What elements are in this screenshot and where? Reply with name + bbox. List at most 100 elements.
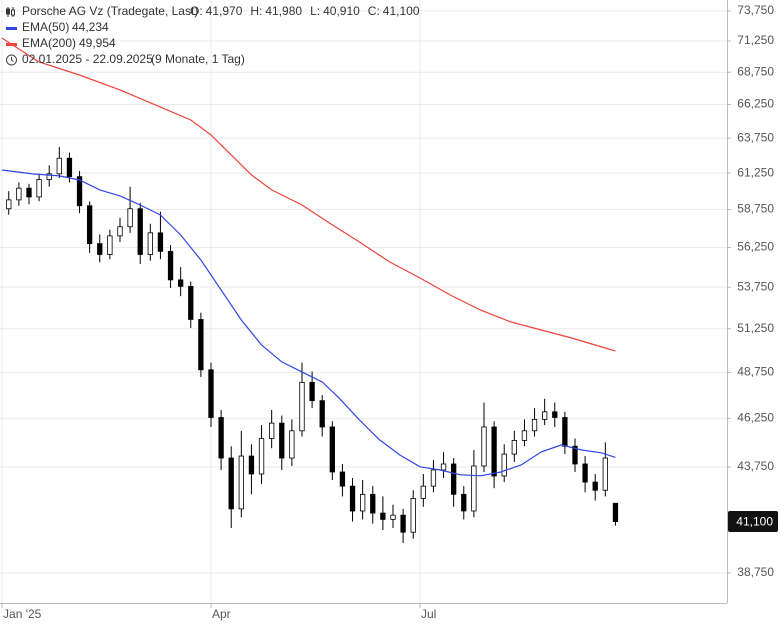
candle <box>228 446 234 528</box>
candle <box>410 490 416 539</box>
axes: 73,750 71,250 68,750 66,250 63,750 61,250 58,7… <box>1 3 778 621</box>
legend: Porsche AG Vz (Tradegate, Last) O: 41,970… <box>6 4 420 66</box>
candle-body <box>380 512 386 520</box>
candle <box>531 408 538 437</box>
candle <box>198 312 204 377</box>
candle <box>319 395 325 437</box>
y-tick-label: 66,250 <box>737 97 774 111</box>
candle-icon <box>6 7 15 17</box>
candle <box>592 473 598 501</box>
candle <box>6 191 12 215</box>
candle-body <box>238 455 244 510</box>
candle <box>248 444 255 495</box>
legend-value: 49,954 <box>79 36 116 50</box>
chart-title: Porsche AG Vz (Tradegate, Last) <box>22 4 198 18</box>
candle <box>76 170 83 214</box>
candle <box>269 409 275 449</box>
candle <box>501 444 507 483</box>
candle <box>157 211 164 260</box>
candle <box>107 229 113 260</box>
candle <box>360 480 366 520</box>
candle <box>26 183 32 205</box>
ohlc-value: 40,910 <box>323 4 360 18</box>
candle <box>602 442 608 497</box>
candle-body <box>248 455 255 475</box>
candle-body <box>370 493 376 514</box>
y-tick-label: 58,750 <box>737 202 774 216</box>
candle-body <box>461 493 467 512</box>
candle <box>440 452 447 479</box>
clock-icon <box>6 54 17 66</box>
ohlc-value: 41,980 <box>265 4 302 18</box>
ohlc-key: H: <box>250 4 262 18</box>
candle-body <box>16 187 22 201</box>
candle-body <box>127 208 133 228</box>
candle-body <box>451 463 457 495</box>
candle-body <box>26 187 32 198</box>
candle-body <box>349 485 356 512</box>
candle-body <box>87 205 93 244</box>
candle <box>279 415 285 470</box>
candle-body <box>36 179 42 198</box>
candle-body <box>76 176 83 207</box>
ohlc-value: 41,100 <box>383 4 420 18</box>
price-badge-label: 41,100 <box>736 515 773 529</box>
candle <box>491 421 497 489</box>
candle-body <box>188 285 194 320</box>
candle-body <box>400 514 406 533</box>
candle <box>420 473 426 507</box>
candle-body <box>279 422 285 459</box>
candle-body <box>228 457 234 510</box>
ohlc-key: L: <box>310 4 320 18</box>
candle-body <box>542 411 548 420</box>
candle <box>471 450 477 518</box>
candle-body <box>481 426 487 467</box>
candle-body <box>501 453 507 477</box>
x-tick-label: Jul <box>421 607 436 621</box>
candle-body <box>329 426 335 473</box>
candle <box>218 409 224 470</box>
candle-body <box>269 422 275 439</box>
legend-swatch <box>6 27 17 30</box>
candle <box>127 186 133 233</box>
x-tick-label: Jan '25 <box>3 607 42 621</box>
candle-body <box>167 250 174 281</box>
candle-body <box>157 232 164 252</box>
candle <box>339 463 346 497</box>
candle-body <box>471 465 477 512</box>
candle <box>481 402 487 472</box>
candle-body <box>491 426 497 477</box>
candle-body <box>147 232 153 255</box>
candle <box>329 421 335 481</box>
legend-swatch <box>6 43 17 46</box>
candle <box>309 371 315 409</box>
candle <box>451 458 457 507</box>
candle-body <box>299 381 305 432</box>
candle-body <box>592 481 598 491</box>
candle <box>289 419 295 466</box>
candle-body <box>309 381 315 402</box>
candle-body <box>390 514 396 520</box>
y-tick-label: 51,250 <box>737 321 774 335</box>
candle-body <box>319 400 325 428</box>
candle-body <box>208 369 214 418</box>
candle-body <box>46 173 52 180</box>
x-tick-label: Apr <box>212 607 231 621</box>
y-tick-label: 73,750 <box>737 3 774 17</box>
candle <box>117 217 123 243</box>
candle-body <box>137 208 143 255</box>
y-tick-label: 56,250 <box>737 240 774 254</box>
y-tick-label: 48,750 <box>737 365 774 379</box>
candle <box>178 267 184 297</box>
candle <box>572 438 578 472</box>
candle-body <box>430 469 437 487</box>
candle <box>299 362 305 437</box>
ohlc-key: C: <box>368 4 380 18</box>
y-tick-label: 46,250 <box>737 411 774 425</box>
candle-body <box>198 319 204 371</box>
candle <box>208 362 214 427</box>
legend-value: 44,234 <box>72 20 109 34</box>
candle-body <box>552 411 558 418</box>
candle-body <box>66 157 73 178</box>
